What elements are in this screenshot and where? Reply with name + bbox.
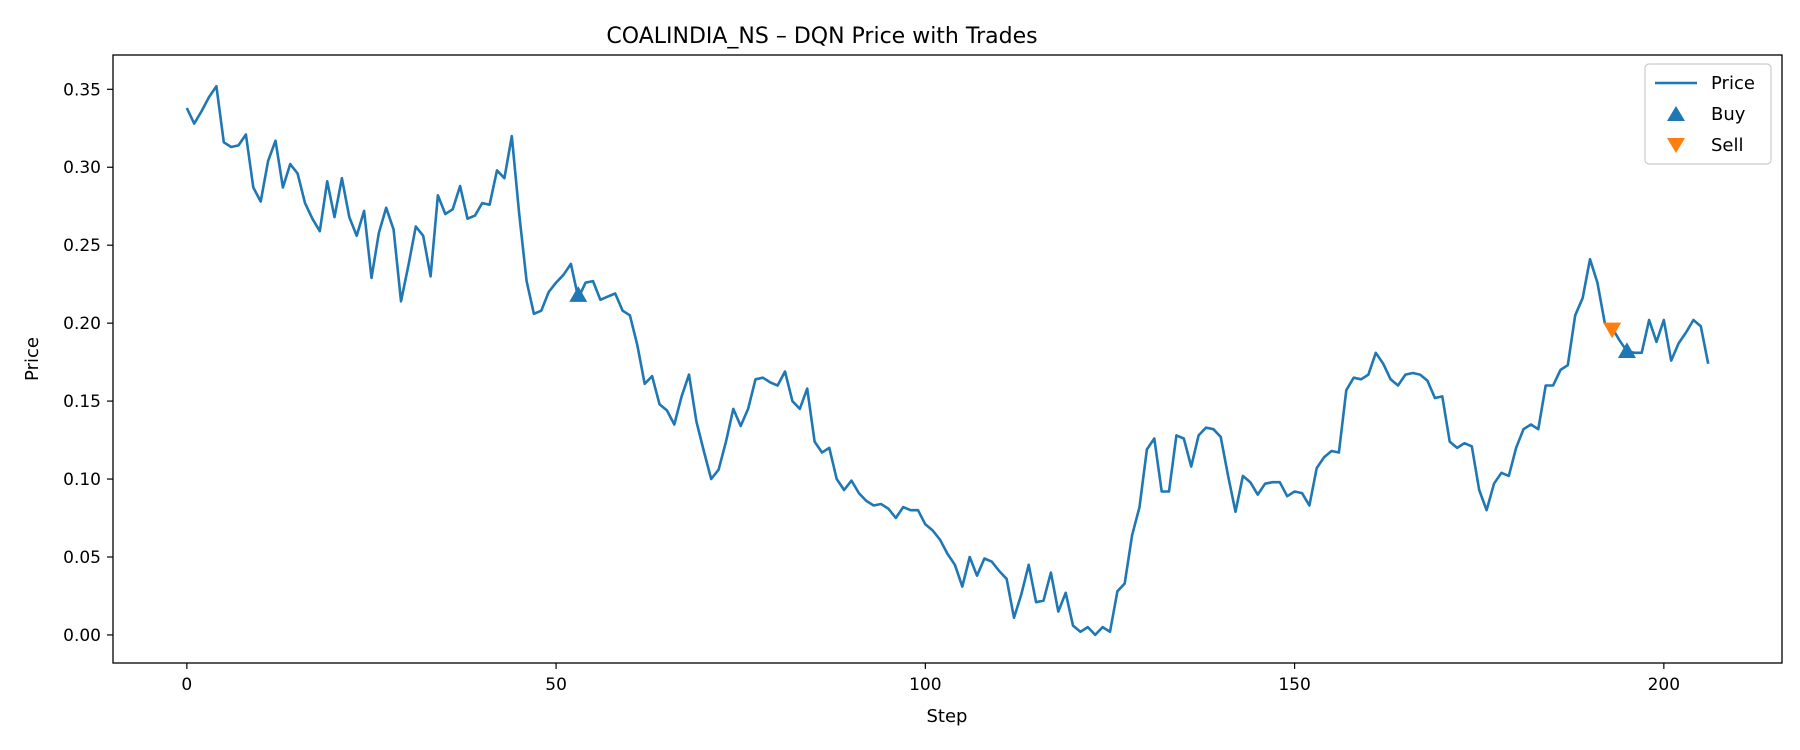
y-tick-label: 0.00 — [63, 626, 101, 646]
legend-sell-marker — [1667, 138, 1685, 153]
y-tick-label: 0.10 — [63, 470, 101, 490]
x-axis-label: Step — [927, 706, 968, 727]
x-axis: 0 50 100 150 200 — [181, 663, 1680, 695]
y-tick-label: 0.05 — [63, 548, 101, 568]
x-tick-label: 100 — [909, 675, 941, 695]
sell-marker-1 — [1603, 322, 1622, 339]
legend-label-price: Price — [1711, 73, 1755, 94]
x-tick-label: 50 — [545, 675, 567, 695]
plot-area — [185, 84, 1710, 637]
price-line — [185, 84, 1710, 637]
x-tick-label: 150 — [1278, 675, 1310, 695]
y-tick-label: 0.25 — [63, 236, 101, 256]
buy-marker-2 — [1617, 342, 1636, 358]
y-tick-label: 0.15 — [63, 392, 101, 412]
y-axis: 0.00 0.05 0.10 0.15 0.20 0.25 0.30 0.35 — [63, 80, 113, 646]
legend-label-sell: Sell — [1711, 135, 1744, 156]
y-tick-label: 0.20 — [63, 314, 101, 334]
y-tick-label: 0.30 — [63, 158, 101, 178]
x-tick-label: 0 — [181, 675, 192, 695]
legend-buy-marker — [1667, 106, 1685, 121]
y-axis-label: Price — [22, 337, 43, 381]
legend: Price Buy Sell — [1644, 63, 1772, 165]
legend-label-buy: Buy — [1711, 104, 1746, 125]
plot-frame — [112, 54, 1783, 664]
x-tick-label: 200 — [1648, 675, 1680, 695]
chart-title: COALINDIA_NS – DQN Price with Trades — [606, 24, 1037, 49]
buy-marker-0 — [569, 286, 588, 302]
y-tick-label: 0.35 — [63, 80, 101, 100]
